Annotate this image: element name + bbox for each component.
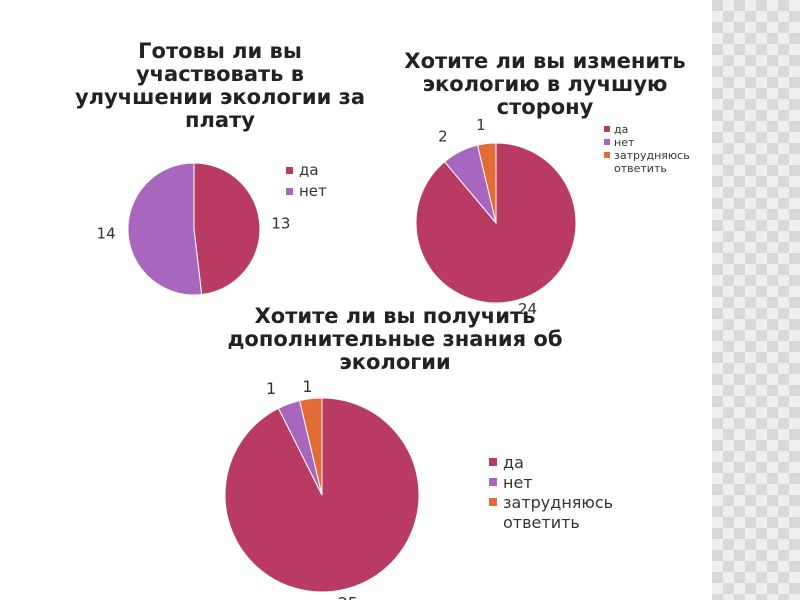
data-label-zatrud: 1 — [476, 116, 486, 134]
pie-slice-zatrud — [476, 142, 497, 224]
legend-label-net: нет — [503, 473, 533, 492]
chart-2-title: Хотите ли вы изменить экологию в лучшую … — [404, 49, 686, 120]
data-label-da: 13 — [271, 214, 290, 232]
legend-swatch-da — [604, 126, 610, 132]
data-label-da: 25 — [338, 594, 358, 600]
legend-item-net: нет — [604, 136, 704, 149]
data-label-net: 2 — [438, 128, 448, 146]
pie-chart-1: 13 14 — [97, 162, 290, 296]
legend-swatch-net — [604, 139, 610, 145]
legend-swatch-da — [286, 167, 293, 174]
legend-label-net: нет — [299, 182, 327, 200]
legend-label-da: да — [614, 123, 629, 136]
legend-label-zatrud: затрудняюсь ответить — [503, 493, 614, 532]
legend-swatch-net — [286, 188, 293, 195]
chart-1-title: Готовы ли вы участвовать в улучшении эко… — [75, 39, 365, 133]
legend-item-da: да — [286, 160, 327, 181]
pie-slice-zatrud — [299, 397, 323, 496]
legend-swatch-net — [489, 478, 497, 486]
legend-swatch-zatrud — [489, 498, 497, 506]
side-decoration — [712, 0, 800, 600]
legend-item-zatrud: затрудняюсь ответить — [604, 149, 704, 175]
pie-chart-3: 25 1 1 — [224, 377, 420, 600]
pie-slice-da — [193, 162, 261, 296]
data-label-net: 14 — [97, 225, 116, 243]
chart-2-legend: да нет затрудняюсь ответить — [604, 123, 704, 175]
legend-item-da: да — [489, 453, 629, 473]
legend-item-da: да — [604, 123, 704, 136]
legend-item-net: нет — [286, 181, 327, 202]
chart-3-title: Хотите ли вы получить дополнительные зна… — [227, 304, 563, 375]
legend-label-da: да — [299, 161, 319, 179]
chart-3-legend: да нет затрудняюсь ответить — [489, 453, 629, 533]
legend-item-net: нет — [489, 473, 629, 493]
legend-item-zatrud: затрудняюсь ответить — [489, 493, 629, 533]
legend-swatch-da — [489, 458, 497, 466]
pie-slice-net — [127, 162, 203, 296]
data-label-zatrud: 1 — [302, 377, 312, 396]
chart-1-legend: да нет — [286, 160, 327, 202]
legend-label-da: да — [503, 453, 524, 472]
legend-swatch-zatrud — [604, 152, 610, 158]
data-label-da: 24 — [518, 300, 537, 318]
legend-label-zatrud: затрудняюсь ответить — [614, 149, 690, 175]
legend-label-net: нет — [614, 136, 635, 149]
data-label-net: 1 — [266, 379, 276, 398]
pie-chart-2: 24 2 1 — [415, 116, 577, 318]
